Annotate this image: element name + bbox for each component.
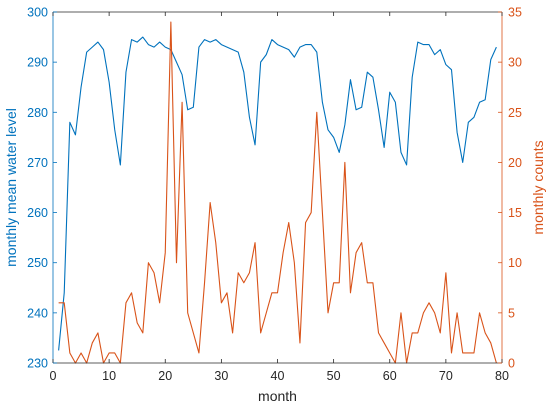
right-y-tick-label: 15 xyxy=(508,206,522,220)
right-y-tick-label: 0 xyxy=(508,357,515,371)
x-tick-label: 0 xyxy=(50,369,57,383)
x-tick-label: 40 xyxy=(271,369,285,383)
left-y-tick-label: 240 xyxy=(27,306,48,320)
x-ticks: 0 10 20 30 40 50 60 70 80 xyxy=(50,12,509,383)
x-tick-label: 20 xyxy=(158,369,172,383)
right-y-axis-label: monthly counts xyxy=(530,140,546,234)
left-y-tick-label: 300 xyxy=(27,6,48,20)
left-y-tick-label: 230 xyxy=(27,357,48,371)
right-y-tick-label: 25 xyxy=(508,106,522,120)
left-y-tick-label: 260 xyxy=(27,206,48,220)
right-y-tick-label: 10 xyxy=(508,256,522,270)
plot-area xyxy=(53,12,502,363)
left-y-tick-label: 290 xyxy=(27,56,48,70)
right-y-tick-label: 20 xyxy=(508,156,522,170)
left-y-axis-label: monthly mean water level xyxy=(3,108,19,267)
left-y-tick-label: 270 xyxy=(27,156,48,170)
right-y-tick-label: 30 xyxy=(508,56,522,70)
water-level-series-line xyxy=(58,36,497,351)
left-y-ticks: 230 240 250 260 270 280 290 300 xyxy=(27,6,57,371)
x-tick-label: 60 xyxy=(383,369,397,383)
x-axis-label: month xyxy=(258,388,297,404)
right-y-tick-label: 35 xyxy=(508,6,522,20)
right-y-tick-label: 5 xyxy=(508,306,515,320)
left-y-tick-label: 250 xyxy=(27,256,48,270)
series-layer xyxy=(58,21,497,364)
x-tick-label: 70 xyxy=(439,369,453,383)
x-tick-label: 80 xyxy=(495,369,509,383)
x-tick-label: 50 xyxy=(327,369,341,383)
counts-series-line xyxy=(58,21,497,364)
left-y-tick-label: 280 xyxy=(27,106,48,120)
x-tick-label: 10 xyxy=(102,369,116,383)
x-tick-label: 30 xyxy=(214,369,228,383)
right-y-ticks: 0 5 10 15 20 25 30 35 xyxy=(498,6,522,371)
